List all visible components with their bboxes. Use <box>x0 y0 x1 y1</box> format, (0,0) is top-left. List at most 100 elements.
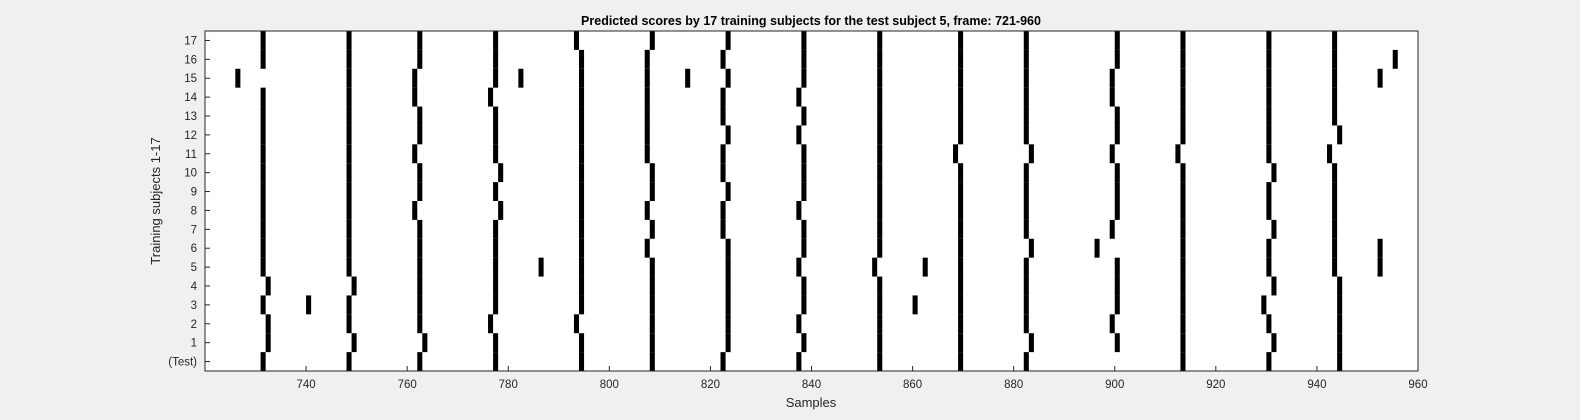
score-mark <box>260 87 266 107</box>
score-mark <box>644 125 650 145</box>
score-mark <box>958 238 964 258</box>
score-mark <box>1332 238 1338 258</box>
score-mark <box>346 352 352 371</box>
score-mark <box>493 352 499 371</box>
score-mark <box>796 257 802 277</box>
score-mark <box>260 163 266 183</box>
score-mark <box>644 49 650 69</box>
score-mark <box>720 163 726 183</box>
score-mark <box>488 314 494 334</box>
score-mark <box>725 257 731 277</box>
score-mark <box>1271 163 1277 183</box>
y-tick-label: 13 <box>184 111 197 123</box>
score-mark <box>1337 352 1343 371</box>
score-mark <box>1023 182 1029 201</box>
score-mark <box>958 219 964 239</box>
score-mark <box>1180 201 1186 220</box>
score-mark <box>265 276 271 296</box>
score-mark <box>1392 49 1398 69</box>
score-mark <box>1114 106 1120 126</box>
score-mark <box>417 163 423 183</box>
score-mark <box>417 31 423 50</box>
score-mark <box>649 163 655 183</box>
score-mark <box>644 201 650 220</box>
score-mark <box>801 219 807 239</box>
y-tick-label: 6 <box>191 243 197 255</box>
score-mark <box>417 106 423 126</box>
score-mark <box>346 49 352 69</box>
score-mark <box>417 295 423 315</box>
score-mark <box>649 352 655 371</box>
score-mark <box>1180 295 1186 315</box>
score-mark <box>877 106 883 126</box>
x-tick-label: 880 <box>1004 379 1023 391</box>
score-mark <box>1180 49 1186 69</box>
score-mark <box>1266 68 1272 88</box>
score-mark <box>573 31 579 50</box>
score-mark <box>796 314 802 334</box>
score-mark <box>1266 87 1272 107</box>
score-mark <box>346 68 352 88</box>
score-mark <box>1266 314 1272 334</box>
score-mark <box>346 238 352 258</box>
score-mark <box>685 68 691 88</box>
score-mark <box>493 31 499 50</box>
score-mark <box>498 163 504 183</box>
score-mark <box>579 295 585 315</box>
score-mark <box>958 31 964 50</box>
score-mark <box>801 144 807 164</box>
score-mark <box>1180 106 1186 126</box>
score-mark <box>1023 314 1029 334</box>
score-mark <box>498 201 504 220</box>
score-mark <box>1114 257 1120 277</box>
x-tick-label: 960 <box>1408 379 1427 391</box>
y-tick-label: 7 <box>191 224 197 236</box>
score-mark <box>579 163 585 183</box>
score-mark <box>1271 219 1277 239</box>
score-mark <box>725 314 731 334</box>
score-mark <box>493 49 499 69</box>
score-mark <box>417 314 423 334</box>
score-mark <box>922 257 928 277</box>
score-mark <box>958 333 964 353</box>
y-tick-label: 4 <box>191 281 198 293</box>
score-mark <box>877 182 883 201</box>
score-mark <box>1266 201 1272 220</box>
score-mark <box>579 49 585 69</box>
y-tick-label: 12 <box>184 130 197 142</box>
score-mark <box>1332 49 1338 69</box>
score-mark <box>493 182 499 201</box>
score-mark <box>877 31 883 50</box>
score-mark <box>1332 182 1338 201</box>
score-mark <box>958 182 964 201</box>
score-mark <box>1266 106 1272 126</box>
score-mark <box>1180 87 1186 107</box>
score-mark <box>1337 125 1343 145</box>
score-mark <box>953 144 959 164</box>
score-mark <box>1180 333 1186 353</box>
score-mark <box>1180 31 1186 50</box>
score-mark <box>1377 238 1383 258</box>
score-mark <box>1327 144 1333 164</box>
score-mark <box>1332 106 1338 126</box>
score-mark <box>801 295 807 315</box>
score-mark <box>412 144 418 164</box>
score-mark <box>422 333 428 353</box>
score-mark <box>872 257 878 277</box>
score-mark <box>958 201 964 220</box>
score-mark <box>1114 201 1120 220</box>
score-mark <box>912 295 918 315</box>
score-mark <box>1332 219 1338 239</box>
y-tick-label: 1 <box>191 338 197 350</box>
score-mark <box>1332 257 1338 277</box>
score-mark <box>801 333 807 353</box>
score-mark <box>801 68 807 88</box>
score-mark <box>877 68 883 88</box>
score-mark <box>493 276 499 296</box>
score-mark <box>649 182 655 201</box>
score-mark <box>306 295 312 315</box>
score-mark <box>579 182 585 201</box>
score-mark <box>796 87 802 107</box>
score-mark <box>1023 295 1029 315</box>
score-mark <box>518 68 524 88</box>
